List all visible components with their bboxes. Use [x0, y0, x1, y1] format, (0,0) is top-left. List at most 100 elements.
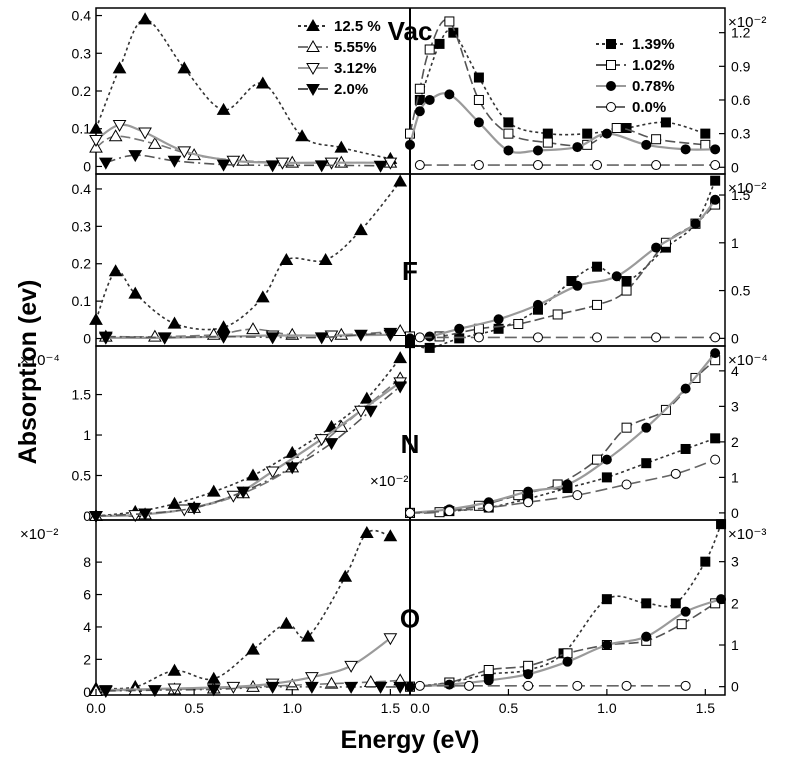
- panels-group: 00.10.20.30.400.30.60.91.2×10⁻²Vac00.10.…: [20, 7, 768, 716]
- data-point-2-0: [306, 84, 320, 97]
- series-1-02-o: [405, 598, 721, 692]
- data-point-3-12: [383, 633, 398, 646]
- panel-label-o: O: [400, 604, 420, 634]
- series-line-12-5: [95, 357, 401, 517]
- data-point-0-78: [532, 299, 543, 310]
- data-point-12-5: [359, 525, 374, 538]
- data-point-0-78: [523, 669, 534, 680]
- data-point-2-0: [354, 329, 368, 342]
- data-point-5-55: [324, 676, 339, 689]
- legend-item-0-0: 0.0%: [596, 99, 666, 116]
- legend-label: 2.0%: [334, 81, 368, 98]
- data-point-1-02: [552, 309, 563, 320]
- panel-o: 0 2 4 6 8 ×10⁻² 0 1 2 3 ×10⁻³ O: [20, 519, 766, 700]
- series-2-0-o: [98, 681, 408, 698]
- y-tick-label: 1.2: [731, 25, 751, 41]
- data-point-0-78: [641, 631, 652, 642]
- data-point-2-0: [393, 381, 408, 394]
- data-point-2-0: [167, 155, 182, 168]
- data-point-1-39: [582, 128, 593, 139]
- legend-label: 5.55%: [334, 39, 377, 56]
- data-point-0-78: [710, 144, 721, 155]
- data-point-1-39: [621, 123, 632, 134]
- y-multiplier-right: ×10⁻³: [728, 526, 766, 543]
- data-point-2-0: [265, 332, 280, 345]
- panel-vac: 0 0.1 0.2 0.3 0.4 0 0.3 0.6 0.9 1.2×10⁻² Vac: [72, 7, 766, 175]
- data-point-12-5: [216, 102, 231, 115]
- data-point-12-5: [206, 484, 221, 497]
- data-point-2-0: [216, 331, 231, 344]
- data-point-2-0: [373, 681, 388, 694]
- data-point-1-39: [434, 38, 445, 49]
- data-point-12-5: [279, 252, 294, 265]
- data-point-2-0: [128, 150, 143, 163]
- data-point-1-02: [611, 123, 622, 134]
- data-point-3-12: [89, 135, 103, 148]
- legend-item-2-0: 2.0%: [298, 81, 368, 98]
- data-point-1-39: [542, 128, 553, 139]
- series-line-2-0: [105, 685, 401, 692]
- y-tick-label: 0.3: [731, 126, 751, 142]
- series-0-78-o: [405, 594, 727, 692]
- data-point-2-0: [373, 160, 388, 173]
- data-point-1-39: [592, 261, 603, 272]
- data-point-0-78: [611, 271, 622, 282]
- y-tick-label: 1: [731, 637, 739, 653]
- data-point-0-0: [532, 160, 543, 171]
- subplot-n-left: 0 0.5 1 1.5 ×10⁻⁴: [20, 351, 408, 524]
- series-0-0-o: [414, 680, 691, 691]
- data-point-0-78: [651, 242, 662, 253]
- data-point-0-78: [601, 454, 612, 465]
- data-point-12-5: [255, 76, 270, 89]
- data-point-0-0: [405, 507, 415, 518]
- y-axis-title: Absorption (ev): [14, 280, 42, 465]
- data-point-0-78: [562, 656, 573, 667]
- legend-label: 1.02%: [632, 57, 675, 74]
- data-point-1-39: [621, 276, 632, 287]
- data-point-2-0: [265, 160, 280, 173]
- y-tick-label: 2: [731, 434, 739, 450]
- series-1-39-f: [405, 175, 721, 353]
- data-point-2-0: [285, 462, 300, 475]
- data-point-12-5: [128, 286, 143, 299]
- data-point-12-5: [138, 12, 152, 25]
- data-point-0-78: [424, 94, 435, 105]
- legend-left: 12.5 % 5.55% 3.12% 2.0%: [298, 18, 381, 98]
- x-tick-label: 1.0: [283, 700, 303, 716]
- data-point-2-0: [157, 332, 172, 345]
- y-tick-label: 0: [83, 508, 91, 524]
- data-point-1-02: [503, 128, 514, 139]
- series-line-1-02: [409, 602, 716, 688]
- data-point-0-78: [606, 81, 616, 91]
- series-0-78-vac: [405, 89, 721, 156]
- series-0-78-n: [405, 348, 721, 518]
- data-point-3-12: [265, 466, 280, 479]
- y-tick-label: 1: [731, 235, 739, 251]
- series-0-0-n: [405, 454, 721, 518]
- data-point-5-55: [246, 322, 260, 335]
- data-point-2-0: [148, 685, 162, 698]
- data-point-12-5: [393, 351, 408, 364]
- data-point-1-39: [606, 39, 616, 49]
- y-tick-label: 0: [83, 684, 91, 700]
- data-point-2-0: [98, 685, 113, 698]
- data-point-12-5: [301, 629, 315, 642]
- x-tick-label: 0.5: [184, 700, 204, 716]
- data-point-2-0: [363, 405, 378, 418]
- data-point-0-78: [572, 142, 583, 153]
- y-tick-label: 6: [83, 587, 91, 603]
- data-point-0-78: [641, 139, 652, 150]
- y-multiplier-right: ×10⁻²: [728, 14, 766, 31]
- data-point-0-0: [523, 497, 534, 508]
- panel-extra-multiplier: ×10⁻²: [370, 473, 408, 490]
- panel-label-vac: Vac: [388, 16, 433, 46]
- data-point-3-12: [226, 155, 241, 168]
- series-12-5-n: [89, 351, 408, 521]
- data-point-12-5: [383, 529, 398, 542]
- data-point-3-12: [314, 434, 329, 447]
- data-point-1-02: [414, 83, 425, 94]
- y-tick-label: 0: [731, 330, 739, 346]
- y-tick-label: 0: [83, 158, 91, 174]
- data-point-0-78: [405, 333, 415, 344]
